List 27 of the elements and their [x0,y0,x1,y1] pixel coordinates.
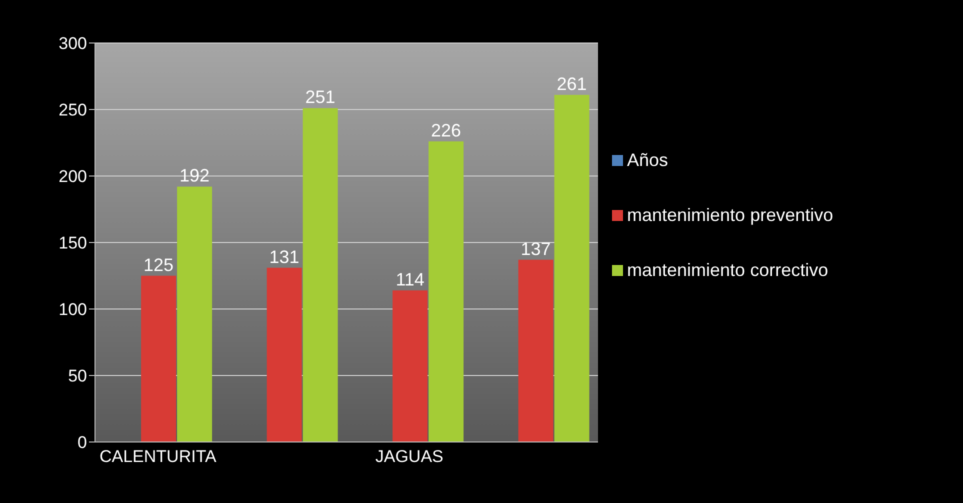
data-label: 137 [520,238,551,259]
x-tick-label: CALENTURITA [99,447,217,466]
bar [392,290,428,442]
y-tick-label: 0 [78,433,87,452]
legend-label: Años [627,150,668,171]
y-tick-label: 100 [58,300,87,320]
y-tick-label: 200 [58,167,87,186]
data-label: 226 [431,120,462,140]
bar [266,268,302,442]
legend-label: mantenimiento correctivo [627,260,828,281]
bar [554,94,590,442]
bar [428,141,464,442]
data-label: 114 [396,269,424,290]
data-label: 251 [305,87,336,108]
data-label: 125 [144,254,174,275]
legend-label: mantenimiento preventivo [627,205,834,226]
bar [177,186,212,442]
bar [141,276,176,442]
bar [302,108,338,442]
y-tick-label: 250 [58,100,87,120]
bar [518,260,554,442]
y-tick-label: 150 [58,234,87,253]
y-tick-label: 50 [68,366,87,386]
data-label: 261 [556,74,587,94]
y-tick-label: 300 [58,34,87,54]
data-label: 131 [269,246,300,267]
x-tick-label: JAGUAS [375,447,444,466]
